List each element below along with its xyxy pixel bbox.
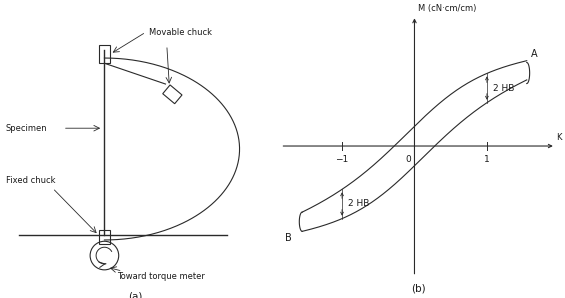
- Text: (b): (b): [411, 284, 425, 294]
- Text: (a): (a): [128, 292, 143, 298]
- Text: 0: 0: [405, 155, 411, 164]
- Text: Specimen: Specimen: [6, 124, 47, 133]
- Bar: [98, 229, 110, 244]
- Text: −1: −1: [336, 155, 349, 164]
- Text: Fixed chuck: Fixed chuck: [6, 176, 55, 185]
- Bar: [98, 45, 110, 63]
- Text: M (cN·cm/cm): M (cN·cm/cm): [418, 4, 476, 13]
- Text: 2 HB: 2 HB: [493, 83, 514, 93]
- Bar: [163, 85, 182, 104]
- Text: B: B: [285, 233, 292, 243]
- Text: Toward torque meter: Toward torque meter: [118, 272, 205, 281]
- Text: 1: 1: [484, 155, 490, 164]
- Text: K (cm⁻¹): K (cm⁻¹): [557, 134, 565, 142]
- Text: 2 HB: 2 HB: [348, 199, 369, 209]
- Text: A: A: [531, 49, 538, 59]
- Text: Movable chuck: Movable chuck: [149, 27, 212, 37]
